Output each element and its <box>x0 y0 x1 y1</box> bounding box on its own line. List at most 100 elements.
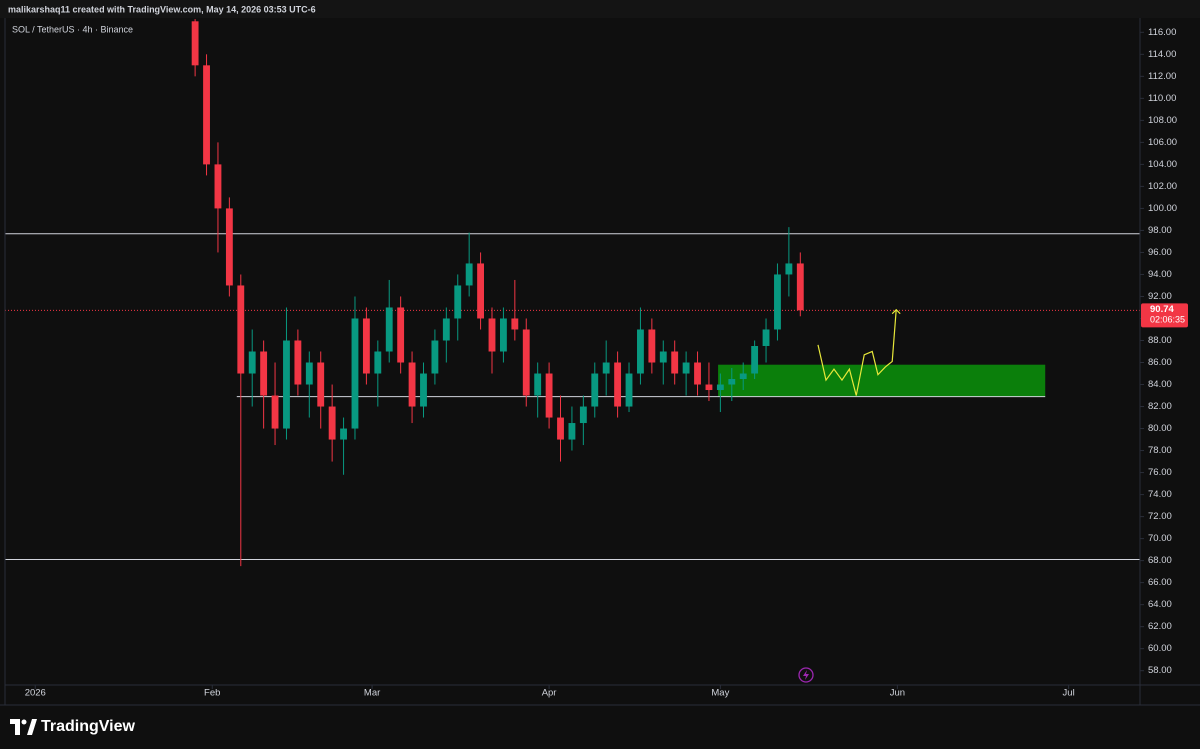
candle-body <box>317 362 325 407</box>
symbol-title: SOL / TetherUS · 4h · Binance <box>12 24 133 34</box>
candle-body <box>694 362 701 385</box>
y-tick-label: 66.00 <box>1148 577 1172 588</box>
y-tick-label: 114.00 <box>1148 49 1176 60</box>
candle-body <box>237 285 245 374</box>
candle-body <box>283 340 290 429</box>
candle-body <box>431 340 439 374</box>
candle-body <box>602 362 610 374</box>
candle-body <box>454 285 462 319</box>
candle-body <box>385 307 393 352</box>
candle-body <box>796 263 804 311</box>
brand-text: TradingView <box>41 718 136 735</box>
y-tick-label: 62.00 <box>1148 621 1172 632</box>
candle-body <box>739 373 747 380</box>
y-tick-label: 92.00 <box>1148 291 1172 302</box>
candle-body <box>671 351 679 374</box>
candle-body <box>625 373 633 407</box>
candle-body <box>214 164 222 209</box>
candle-body <box>477 263 485 319</box>
candle-body <box>511 318 519 330</box>
candle-body <box>340 428 347 440</box>
y-tick-label: 104.00 <box>1148 159 1177 170</box>
header-bar <box>0 0 1200 18</box>
candle-body <box>397 307 405 363</box>
x-tick-label: May <box>711 688 729 699</box>
candle-body <box>465 263 473 286</box>
candle-body <box>260 351 268 396</box>
candle-body <box>499 318 507 352</box>
candle-body <box>716 384 724 391</box>
candle-body <box>420 373 427 407</box>
y-tick-label: 98.00 <box>1148 225 1172 236</box>
candle-body <box>751 345 759 374</box>
candle-body <box>614 362 622 407</box>
y-tick-label: 106.00 <box>1148 137 1177 148</box>
candle-body <box>328 406 336 440</box>
y-tick-label: 74.00 <box>1148 489 1172 500</box>
candle-body <box>248 351 256 374</box>
candle-body <box>728 379 736 385</box>
candle-body <box>785 263 793 275</box>
candle-body <box>305 362 313 385</box>
projection-path <box>817 309 897 396</box>
y-tick-label: 110.00 <box>1148 93 1176 104</box>
y-tick-label: 100.00 <box>1148 203 1177 214</box>
y-tick-label: 58.00 <box>1148 665 1172 676</box>
candle-body <box>637 329 644 374</box>
candle-body <box>659 351 667 363</box>
candle-body <box>488 318 496 352</box>
y-tick-label: 80.00 <box>1148 423 1172 434</box>
x-tick-label: Apr <box>542 688 557 699</box>
x-tick-label: 2026 <box>25 688 46 699</box>
x-tick-label: Jul <box>1063 688 1075 699</box>
candle-body <box>545 373 553 418</box>
y-tick-label: 96.00 <box>1148 247 1172 258</box>
candle-body <box>591 373 599 407</box>
candle-body <box>568 423 576 440</box>
candle-body <box>762 329 770 346</box>
y-tick-label: 86.00 <box>1148 357 1172 368</box>
brand-logo <box>10 719 37 735</box>
y-tick-label: 76.00 <box>1148 467 1172 478</box>
candle-body <box>271 395 279 429</box>
candle-body <box>203 65 210 165</box>
candle-body <box>191 21 199 66</box>
header-text: malikarshaq11 created with TradingView.c… <box>8 4 316 14</box>
y-tick-label: 88.00 <box>1148 335 1172 346</box>
candle-body <box>351 318 359 429</box>
candle-body <box>442 318 450 341</box>
y-tick-label: 60.00 <box>1148 643 1172 654</box>
y-tick-label: 72.00 <box>1148 511 1172 522</box>
last-price-box <box>1141 303 1188 328</box>
y-tick-label: 84.00 <box>1148 379 1172 390</box>
candle-body <box>774 274 781 330</box>
y-tick-label: 68.00 <box>1148 555 1172 566</box>
candle-body <box>682 362 690 374</box>
y-tick-label: 78.00 <box>1148 445 1172 456</box>
countdown-label: 02:06:35 <box>1150 315 1185 325</box>
y-tick-label: 108.00 <box>1148 115 1177 126</box>
y-tick-label: 70.00 <box>1148 533 1172 544</box>
y-tick-label: 94.00 <box>1148 269 1172 280</box>
candle-body <box>362 318 370 374</box>
y-tick-label: 116.00 <box>1148 27 1176 38</box>
projection-arrowhead <box>891 308 901 315</box>
candle-body <box>374 351 382 374</box>
y-tick-label: 102.00 <box>1148 181 1177 192</box>
candle-body <box>408 362 416 407</box>
candle-body <box>534 373 542 396</box>
x-tick-label: Feb <box>204 688 220 699</box>
candle-body <box>294 340 302 385</box>
plot <box>5 19 1140 567</box>
x-tick-label: Mar <box>364 688 380 699</box>
alert-icon <box>798 667 814 683</box>
candle-body <box>648 329 656 363</box>
y-tick-label: 64.00 <box>1148 599 1172 610</box>
demand-zone <box>718 364 1046 397</box>
y-tick-label: 82.00 <box>1148 401 1172 412</box>
candle-body <box>579 406 587 424</box>
y-tick-label: 112.00 <box>1148 71 1176 82</box>
candle-body <box>522 329 530 396</box>
last-price-label: 90.74 <box>1150 304 1174 315</box>
